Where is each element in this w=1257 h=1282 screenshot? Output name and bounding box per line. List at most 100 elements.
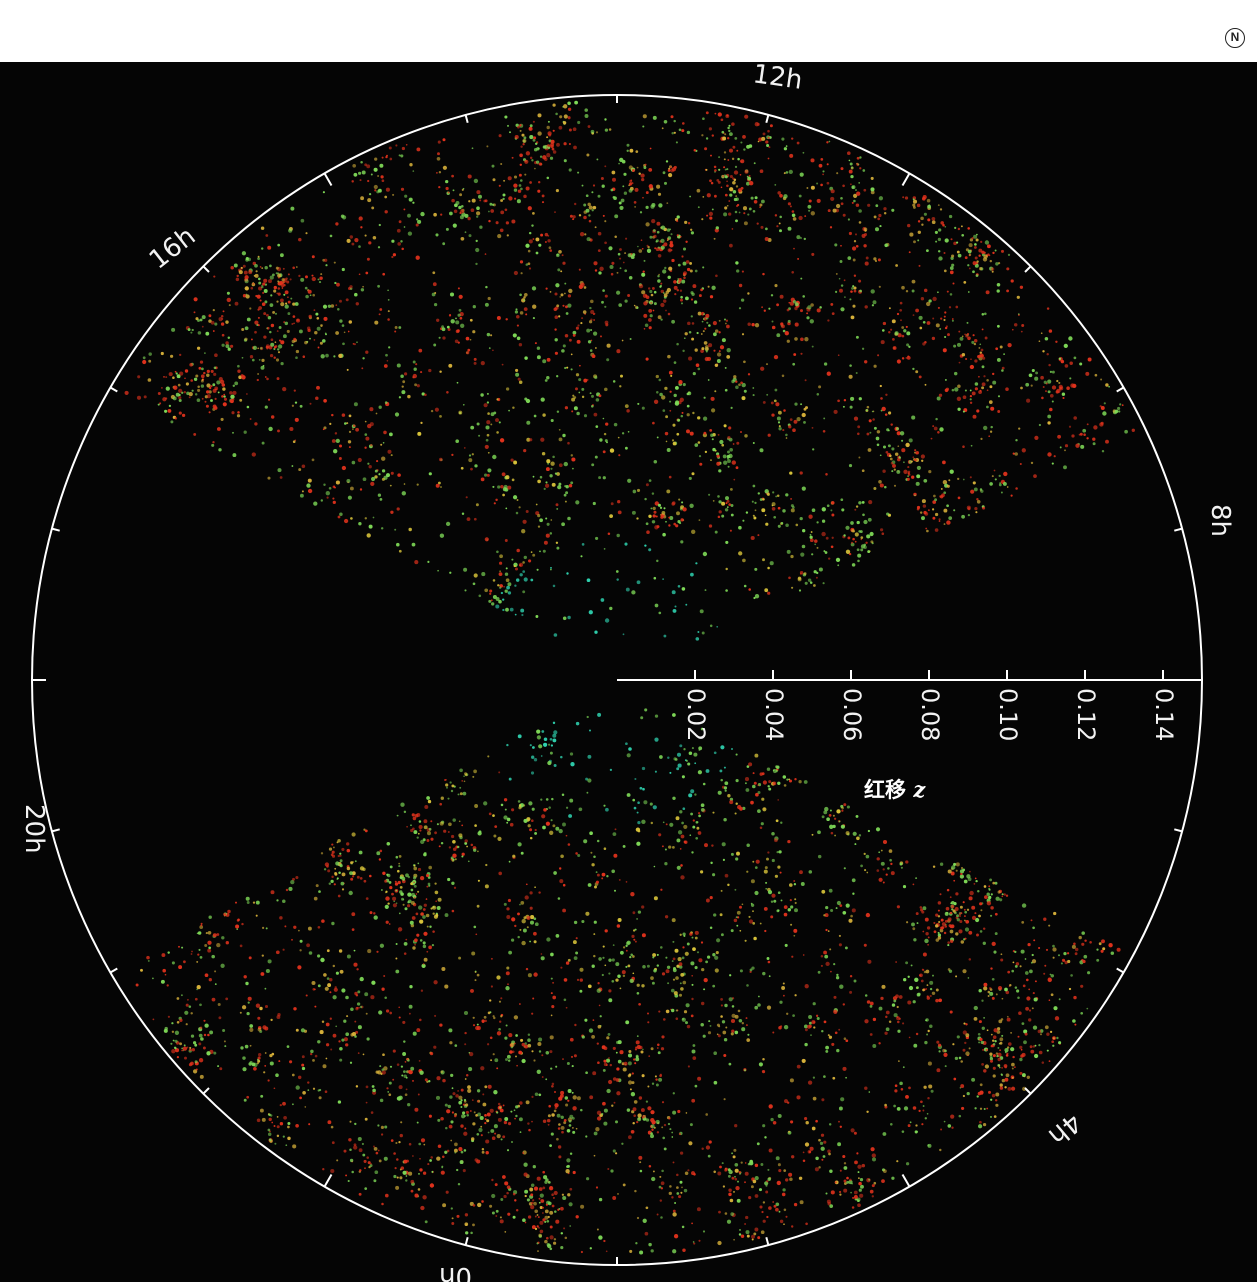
- galaxy-point: [520, 901, 525, 905]
- galaxy-point: [907, 475, 909, 477]
- galaxy-point: [423, 825, 428, 830]
- galaxy-point: [830, 189, 835, 194]
- galaxy-point: [550, 467, 553, 470]
- galaxy-point: [745, 511, 749, 514]
- galaxy-point: [753, 781, 757, 785]
- galaxy-point: [599, 438, 603, 442]
- galaxy-point: [871, 410, 874, 413]
- galaxy-point: [931, 336, 936, 341]
- galaxy-point: [252, 345, 257, 350]
- galaxy-point: [757, 1003, 761, 1007]
- galaxy-point: [307, 478, 312, 483]
- galaxy-point: [961, 514, 965, 519]
- galaxy-point: [896, 469, 901, 474]
- galaxy-point: [527, 1122, 530, 1125]
- galaxy-point: [908, 1086, 911, 1090]
- galaxy-point: [422, 1171, 427, 1175]
- galaxy-point: [248, 270, 253, 275]
- galaxy-point: [1121, 404, 1124, 407]
- galaxy-point: [951, 908, 954, 911]
- galaxy-point: [715, 951, 719, 955]
- galaxy-point: [496, 431, 499, 434]
- galaxy-point: [1007, 342, 1012, 348]
- galaxy-point: [410, 1179, 415, 1184]
- galaxy-point: [728, 503, 732, 506]
- galaxy-point: [982, 927, 986, 930]
- galaxy-point: [377, 188, 382, 193]
- galaxy-point: [889, 858, 892, 862]
- galaxy-point: [796, 141, 800, 145]
- galaxy-point: [718, 510, 722, 514]
- galaxy-point: [550, 568, 552, 571]
- galaxy-point: [878, 1042, 881, 1045]
- galaxy-point: [214, 970, 217, 973]
- galaxy-point: [339, 859, 343, 863]
- galaxy-point: [833, 962, 836, 966]
- galaxy-point: [953, 371, 958, 376]
- galaxy-point: [604, 964, 607, 967]
- galaxy-point: [731, 157, 735, 161]
- galaxy-point: [546, 459, 551, 464]
- galaxy-point: [777, 506, 781, 510]
- galaxy-point: [241, 328, 245, 331]
- galaxy-point: [849, 298, 852, 301]
- galaxy-point: [859, 156, 862, 159]
- galaxy-point: [950, 1114, 955, 1119]
- galaxy-point: [938, 256, 943, 261]
- galaxy-point: [504, 539, 508, 542]
- galaxy-point: [568, 814, 573, 818]
- galaxy-point: [554, 1106, 558, 1110]
- galaxy-point: [825, 1045, 829, 1050]
- galaxy-point: [991, 996, 995, 1000]
- galaxy-point: [714, 530, 718, 534]
- galaxy-point: [538, 243, 542, 247]
- galaxy-point: [953, 1077, 957, 1081]
- galaxy-point: [676, 234, 679, 237]
- galaxy-point: [875, 436, 880, 441]
- galaxy-point: [357, 1136, 362, 1142]
- galaxy-point: [800, 403, 803, 406]
- galaxy-point: [1034, 1044, 1037, 1047]
- galaxy-point: [407, 1103, 411, 1107]
- galaxy-point: [520, 1038, 524, 1042]
- galaxy-point: [505, 578, 510, 583]
- galaxy-point: [666, 202, 669, 205]
- galaxy-point: [691, 851, 694, 854]
- galaxy-point: [608, 246, 613, 251]
- galaxy-point: [873, 257, 877, 261]
- galaxy-point: [691, 322, 695, 325]
- galaxy-point: [478, 1127, 483, 1133]
- galaxy-point: [499, 586, 502, 589]
- galaxy-point: [389, 484, 392, 487]
- galaxy-point: [469, 1110, 472, 1112]
- galaxy-point: [680, 987, 684, 991]
- galaxy-point: [508, 860, 511, 863]
- galaxy-point: [671, 258, 675, 263]
- galaxy-point: [498, 599, 502, 604]
- galaxy-point: [184, 369, 189, 373]
- galaxy-point: [549, 751, 553, 755]
- galaxy-point: [1053, 455, 1056, 458]
- galaxy-point: [684, 951, 689, 956]
- galaxy-point: [1105, 439, 1109, 444]
- galaxy-point: [564, 366, 567, 370]
- galaxy-point: [370, 173, 373, 176]
- galaxy-point: [968, 267, 971, 270]
- galaxy-point: [381, 889, 383, 891]
- galaxy-point: [378, 858, 382, 861]
- galaxy-point: [1066, 386, 1070, 390]
- galaxy-point: [514, 1199, 517, 1202]
- galaxy-point: [773, 354, 779, 360]
- galaxy-point: [962, 478, 965, 481]
- galaxy-point: [491, 1178, 494, 1182]
- galaxy-point: [850, 396, 855, 401]
- galaxy-point: [264, 265, 268, 270]
- galaxy-point: [946, 290, 949, 293]
- galaxy-point: [412, 373, 417, 379]
- galaxy-point: [384, 195, 388, 199]
- galaxy-point: [765, 1190, 769, 1194]
- galaxy-point: [277, 280, 280, 283]
- galaxy-point: [249, 307, 252, 310]
- galaxy-point: [521, 1042, 526, 1047]
- galaxy-point: [421, 963, 426, 969]
